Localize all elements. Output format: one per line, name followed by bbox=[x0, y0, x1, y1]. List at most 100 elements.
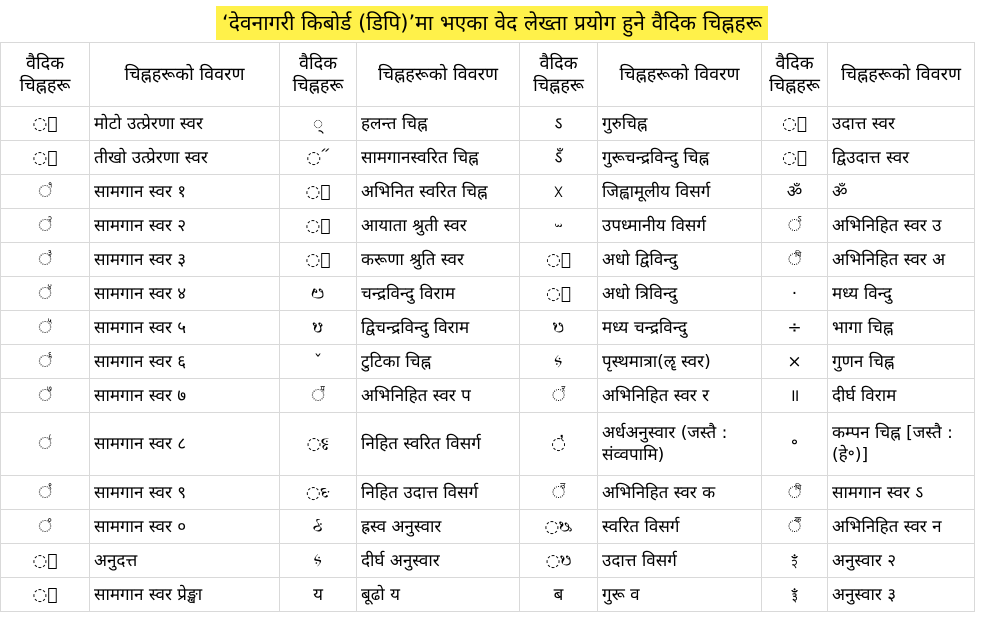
vedic-sign-cell: · bbox=[761, 276, 828, 311]
sign-description-cell: सामगान स्वर १ bbox=[89, 174, 280, 209]
vedic-sign-cell: ◌꣠ bbox=[0, 509, 90, 544]
sign-description-cell: अभिनिहित स्वर र bbox=[597, 378, 762, 413]
sign-description-cell: गुरूचन्द्रविन्दु चिह्न bbox=[597, 140, 762, 175]
sign-description-cell: गुरू व bbox=[597, 577, 762, 612]
sign-description-cell: मध्य विन्दु bbox=[827, 276, 975, 311]
vedic-sign-cell: ᳩ bbox=[279, 276, 357, 311]
sign-description-cell: जिह्वामूलीय विसर्ग bbox=[597, 174, 762, 209]
vedic-sign-cell: ◌᳚ bbox=[761, 140, 828, 175]
vedic-sign-cell: ◌᳜ bbox=[519, 242, 598, 277]
vedic-sign-cell: ◌꣬ bbox=[761, 509, 828, 544]
table-row: ◌꣡ सामगान स्वर १ ◌᳭ अभिनित स्वरित चिह्न ᳵ जिह… bbox=[0, 174, 975, 209]
sign-description-cell: हलन्त चिह्न bbox=[356, 106, 520, 141]
vedic-sign-cell: ◌᳙ bbox=[279, 242, 357, 277]
sign-description-cell: सामगानस्वरित चिह्न bbox=[356, 140, 520, 175]
vedic-sign-cell: ᳶ bbox=[519, 208, 598, 243]
vedic-sign-cell: ◌꣡ bbox=[0, 174, 90, 209]
sign-description-cell: टुटिका चिह्न bbox=[356, 344, 520, 379]
vedic-sign-cell: ◌꣥ bbox=[0, 310, 90, 345]
sign-description-cell: अभिनिहित स्वर उ bbox=[827, 208, 975, 243]
vedic-sign-cell: ᳵ bbox=[519, 174, 598, 209]
table-row: ◌꣩ सामगान स्वर ९ ◌ᳮ निहित उदात्त विसर्ग ◌꣫ अभ… bbox=[0, 475, 975, 510]
vedic-sign-cell: ◌॒ bbox=[0, 543, 90, 578]
vedic-sign-cell: ◌꣰ bbox=[761, 242, 828, 277]
sign-description-cell: ह्रस्व अनुस्वार bbox=[356, 509, 520, 544]
sign-description-cell: अनुदत्त bbox=[89, 543, 280, 578]
table-row: ◌꣠ सामगान स्वर ० ᳰ ह्रस्व अनुस्वार ◌ᳬ स्वरित … bbox=[0, 509, 975, 544]
sign-description-cell: दीर्घ अनुस्वार bbox=[356, 543, 520, 578]
vedic-sign-cell: ॥ bbox=[761, 378, 828, 413]
sign-description-cell: गुरुचिह्न bbox=[597, 106, 762, 141]
vedic-sign-cell: ऽँ bbox=[519, 140, 598, 175]
vedic-sign-cell: ऽ bbox=[519, 106, 598, 141]
vedic-sign-cell: ˇ bbox=[279, 344, 357, 379]
vedic-sign-cell: ◌꣨ bbox=[0, 412, 90, 476]
sign-description-cell: आयाता श्रुती स्वर bbox=[356, 208, 520, 243]
table-row: ◌꣨ सामगान स्वर ८ ◌ᳯ निहित स्वरित विसर्ग ◌̓ अर… bbox=[0, 412, 975, 476]
sign-description-cell: अनुस्वार २ bbox=[827, 543, 975, 578]
sign-description-cell: अनुस्वार ३ bbox=[827, 577, 975, 612]
vedic-sign-cell: ◌ᳬ bbox=[519, 509, 598, 544]
table-row: ◌꣣ सामगान स्वर ३ ◌᳙ करूणा श्रुति स्वर ◌᳜ अधो … bbox=[0, 242, 975, 277]
table-row: ◌꣦ सामगान स्वर ६ ˇ टुटिका चिह्न ᳱ पृस्थमात्रा… bbox=[0, 344, 975, 379]
sign-description-cell: करूणा श्रुति स्वर bbox=[356, 242, 520, 277]
header-sign: वैदिक चिह्नहरू bbox=[519, 42, 598, 107]
sign-description-cell: पृस्थमात्रा(ॡ स्वर) bbox=[597, 344, 762, 379]
sign-description-cell: उपध्मानीय विसर्ग bbox=[597, 208, 762, 243]
vedic-sign-cell: ◌꣰ bbox=[761, 475, 828, 510]
header-sign: वैदिक चिह्नहरू bbox=[0, 42, 90, 107]
sign-description-cell: ॐ bbox=[827, 174, 975, 209]
table-row: ◌꣧ सामगान स्वर ७ ◌꣮ अभिनिहित स्वर प ◌꣯ अभिनिह… bbox=[0, 378, 975, 413]
vedic-sign-cell: ◌᳓ bbox=[279, 140, 357, 175]
vedic-sign-cell: ꣵ bbox=[761, 543, 828, 578]
header-description: चिह्नहरूको विवरण bbox=[597, 42, 762, 107]
sign-description-cell: मोटो उत्प्रेरणा स्वर bbox=[89, 106, 280, 141]
header-description: चिह्नहरूको विवरण bbox=[356, 42, 520, 107]
vedic-sign-cell: ᳰ bbox=[279, 509, 357, 544]
vedic-sign-cell: ॰ bbox=[761, 412, 828, 476]
sign-description-cell: उदात्त स्वर bbox=[827, 106, 975, 141]
sign-description-cell: अभिनिहित स्वर अ bbox=[827, 242, 975, 277]
sign-description-cell: सामगान स्वर ९ bbox=[89, 475, 280, 510]
sign-description-cell: सामगान स्वर ७ bbox=[89, 378, 280, 413]
title-bar: ‘देवनागरी किबोर्ड (डिपि)’मा भएका वेद लेख… bbox=[0, 0, 984, 42]
vedic-sign-cell: ÷ bbox=[761, 310, 828, 345]
header-description: चिह्नहरूको विवरण bbox=[89, 42, 280, 107]
table-row: ◌꣥ सामगान स्वर ५ ᳪ द्विचन्द्रविन्दु विराम ᳫ म… bbox=[0, 310, 975, 345]
sign-description-cell: गुणन चिह्न bbox=[827, 344, 975, 379]
sign-description-cell: सामगान स्वर प्रेङ्खा bbox=[89, 577, 280, 612]
sign-description-cell: चन्द्रविन्दु विराम bbox=[356, 276, 520, 311]
table-row: ◌᳐ मोटो उत्प्रेरणा स्वर ◌् हलन्त चिह्न ऽ गुरु… bbox=[0, 106, 975, 141]
sign-description-cell: सामगान स्वर ३ bbox=[89, 242, 280, 277]
vedic-sign-cell: ᳱ bbox=[519, 344, 598, 379]
sign-description-cell: निहित स्वरित विसर्ग bbox=[356, 412, 520, 476]
sign-description-cell: सामगान स्वर ५ bbox=[89, 310, 280, 345]
vedic-sign-cell: ◌ᳫ bbox=[519, 543, 598, 578]
vedic-sign-cell: × bbox=[761, 344, 828, 379]
sign-description-cell: अधो त्रिविन्दु bbox=[597, 276, 762, 311]
sign-description-cell: दीर्घ विराम bbox=[827, 378, 975, 413]
vedic-sign-cell: ◌꣫ bbox=[519, 475, 598, 510]
table-header-row: वैदिक चिह्नहरू चिह्नहरूको विवरण वैदिक चि… bbox=[0, 42, 975, 107]
sign-description-cell: अभिनिहित स्वर क bbox=[597, 475, 762, 510]
sign-description-cell: बूढो य bbox=[356, 577, 520, 612]
vedic-sign-cell: ◌꣤ bbox=[0, 276, 90, 311]
vedic-sign-cell: ◌᳒ bbox=[0, 577, 90, 612]
vedic-sign-cell: ◌᳐ bbox=[0, 106, 90, 141]
sign-description-cell: द्विउदात्त स्वर bbox=[827, 140, 975, 175]
page-title: ‘देवनागरी किबोर्ड (डिपि)’मा भएका वेद लेख… bbox=[216, 6, 768, 40]
vedic-sign-cell: ◌꣢ bbox=[0, 208, 90, 243]
vedic-signs-table: वैदिक चिह्नहरू चिह्नहरूको विवरण वैदिक चि… bbox=[0, 42, 975, 612]
vedic-sign-cell: ◌् bbox=[279, 106, 357, 141]
vedic-sign-cell: ᳱ bbox=[279, 543, 357, 578]
sign-description-cell: उदात्त विसर्ग bbox=[597, 543, 762, 578]
vedic-sign-cell: ᳪ bbox=[279, 310, 357, 345]
table-row: ◌꣤ सामगान स्वर ४ ᳩ चन्द्रविन्दु विराम ◌᳝ अधो … bbox=[0, 276, 975, 311]
sign-description-cell: सामगान स्वर ४ bbox=[89, 276, 280, 311]
vedic-sign-cell: ◌̓ bbox=[519, 412, 598, 476]
header-sign: वैदिक चिह्नहरू bbox=[761, 42, 828, 107]
header-description: चिह्नहरूको विवरण bbox=[827, 42, 975, 107]
table-row: ◌꣢ सामगान स्वर २ ◌᳑ आयाता श्रुती स्वर ᳶ उपध्म… bbox=[0, 208, 975, 243]
sign-description-cell: अभिनिहित स्वर प bbox=[356, 378, 520, 413]
vedic-sign-cell: ◌ᳯ bbox=[279, 412, 357, 476]
